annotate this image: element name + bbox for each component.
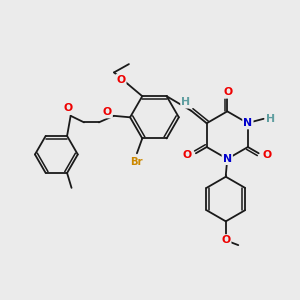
Text: O: O <box>103 107 112 117</box>
Text: N: N <box>243 118 252 128</box>
Text: O: O <box>221 236 230 245</box>
Text: H: H <box>266 114 275 124</box>
Text: O: O <box>116 75 125 85</box>
Text: O: O <box>183 150 192 160</box>
Text: H: H <box>181 98 190 107</box>
Text: Br: Br <box>130 157 143 166</box>
Text: O: O <box>262 150 272 160</box>
Text: O: O <box>63 103 72 113</box>
Text: N: N <box>223 154 232 164</box>
Text: O: O <box>223 87 232 97</box>
